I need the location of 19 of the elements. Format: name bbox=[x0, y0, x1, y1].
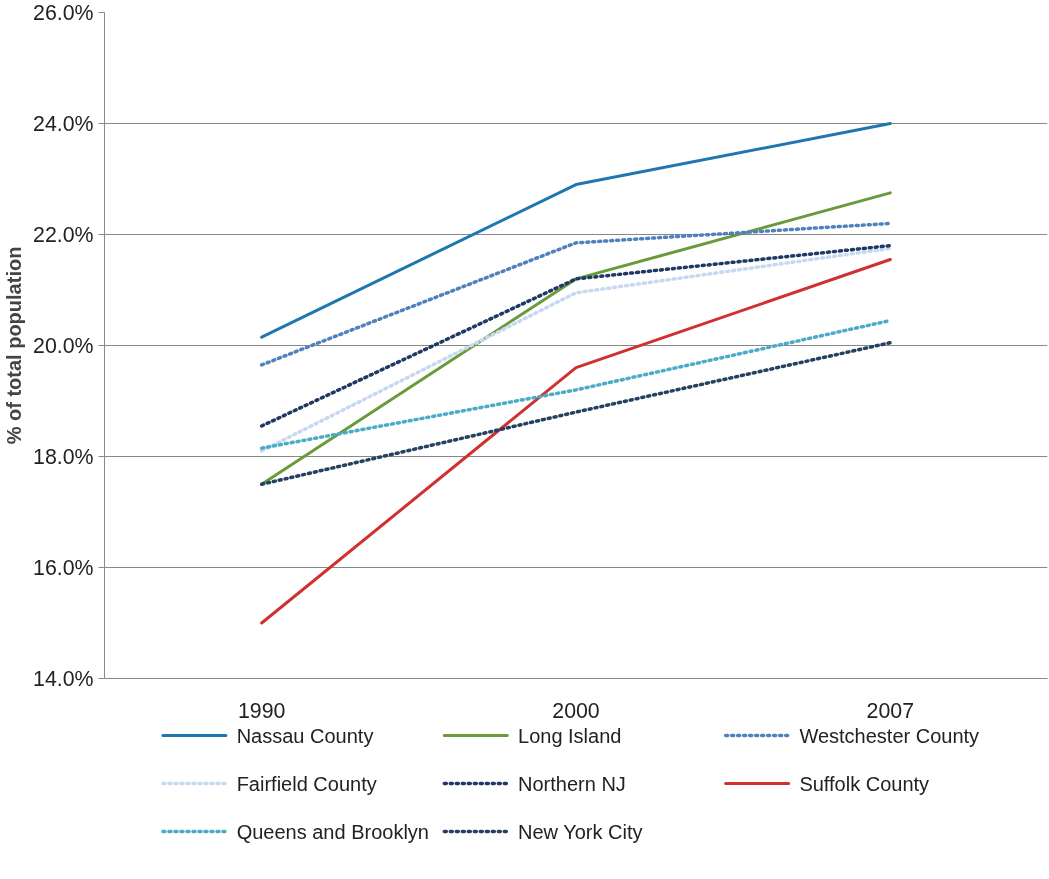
y-tick-label: 14.0% bbox=[33, 666, 94, 691]
x-tick-label: 1990 bbox=[237, 698, 286, 723]
y-tick-label: 16.0% bbox=[33, 555, 94, 580]
legend-label: Fairfield County bbox=[236, 772, 377, 795]
y-tick-label: 18.0% bbox=[33, 444, 94, 469]
legend-label: Nassau County bbox=[236, 724, 374, 747]
x-tick-label: 2000 bbox=[552, 698, 600, 723]
legend-label: New York City bbox=[518, 820, 643, 843]
legend-label: Westchester County bbox=[799, 724, 980, 747]
y-tick-label: 24.0% bbox=[33, 111, 94, 136]
y-tick-label: 26.0% bbox=[33, 0, 94, 25]
legend-label: Long Island bbox=[518, 724, 622, 747]
legend-label: Northern NJ bbox=[518, 772, 626, 795]
legend-label: Queens and Brooklyn bbox=[236, 820, 429, 843]
y-tick-label: 22.0% bbox=[33, 222, 94, 247]
y-tick-label: 20.0% bbox=[33, 333, 94, 358]
x-tick-label: 2007 bbox=[866, 698, 915, 723]
legend-label: Suffolk County bbox=[799, 772, 930, 795]
y-axis-title: % of total population bbox=[3, 246, 26, 445]
